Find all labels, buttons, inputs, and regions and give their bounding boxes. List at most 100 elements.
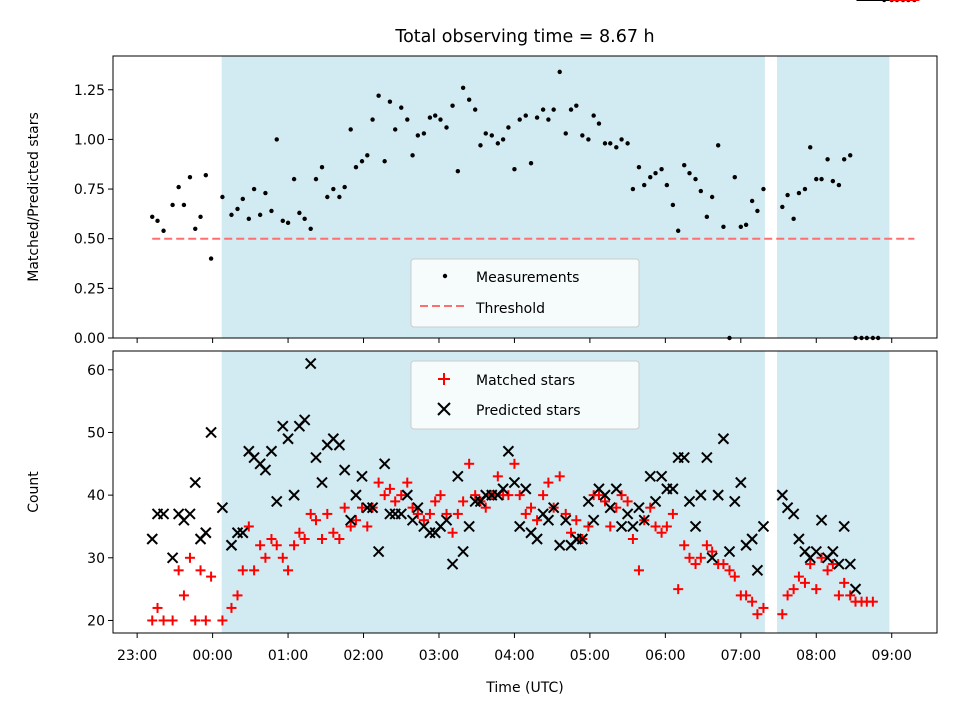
- matched-star-point: [526, 502, 537, 513]
- predicted-star-point-b: [189, 476, 201, 489]
- predicted-star-point: [531, 533, 543, 545]
- predicted-star-point-b: [366, 501, 379, 514]
- predicted-star-point-b: [338, 464, 351, 476]
- x-tick-label: 01:00: [268, 648, 308, 664]
- matched-star-point: [777, 609, 788, 620]
- matched-star-point: [605, 521, 616, 532]
- matched-star-point: [190, 615, 201, 626]
- predicted-star-point-b: [833, 558, 845, 570]
- y-tick-label: 60: [87, 363, 105, 379]
- matched-star-point: [390, 496, 401, 507]
- predicted-star-point-b: [627, 520, 639, 533]
- predicted-star-point: [298, 414, 311, 426]
- measurement-point: [715, 143, 721, 148]
- predicted-star-point: [225, 539, 238, 551]
- matched-star-point: [289, 540, 300, 551]
- predicted-star-point: [406, 514, 419, 526]
- matched-star-point: [447, 527, 458, 538]
- measurement-point: [203, 172, 209, 178]
- predicted-star-point-b: [259, 464, 272, 476]
- y-tick-label: 0.25: [74, 281, 105, 297]
- measurement-point: [220, 194, 225, 200]
- measurement-point: [704, 214, 710, 220]
- matched-star-point: [741, 590, 752, 601]
- predicted-star-point: [627, 520, 639, 533]
- predicted-star-point: [356, 470, 368, 483]
- matched-star-point: [679, 540, 690, 551]
- predicted-star-point: [452, 470, 464, 483]
- measurement-point: [664, 182, 670, 188]
- measurement-point: [170, 202, 175, 208]
- predicted-star-point: [615, 520, 628, 533]
- matched-star-point: [362, 521, 373, 532]
- matched-star-point: [147, 615, 158, 626]
- predicted-star-point: [344, 514, 357, 526]
- predicted-star-point: [838, 520, 850, 533]
- predicted-star-point-b: [412, 501, 424, 514]
- matched-star-point: [845, 590, 856, 601]
- matched-star-point: [571, 515, 582, 526]
- measurement-point: [387, 99, 393, 104]
- measurement-point: [370, 117, 375, 122]
- measurement-point: [653, 170, 658, 176]
- predicted-star-point: [735, 476, 747, 489]
- measurement-point: [460, 85, 466, 90]
- matched-star-point: [167, 615, 178, 626]
- matched-star-point: [509, 458, 520, 469]
- measurement-point: [495, 141, 501, 146]
- predicted-star-point-b: [378, 458, 391, 470]
- matched-star-point: [816, 552, 827, 563]
- predicted-star-point-b: [497, 483, 509, 495]
- predicted-star-point-b: [723, 545, 736, 558]
- predicted-star-point-b: [440, 514, 453, 526]
- measurement-point: [819, 176, 824, 182]
- predicted-star-point-b: [248, 451, 260, 464]
- matched-star-point: [707, 546, 718, 557]
- predicted-star-point: [463, 520, 475, 533]
- matched-star-point: [470, 490, 481, 501]
- matched-star-point: [458, 496, 469, 507]
- measurement-point: [176, 184, 181, 190]
- matched-star-point: [673, 584, 684, 595]
- measurement-point: [698, 188, 704, 194]
- predicted-star-point: [520, 483, 532, 495]
- measurement-point: [415, 133, 421, 138]
- measurement-point: [155, 218, 160, 224]
- predicted-star-point: [205, 426, 217, 439]
- matched-star-point: [200, 615, 211, 626]
- predicted-star-point: [338, 464, 351, 476]
- measurement-point: [319, 165, 325, 170]
- measurement-point: [438, 117, 443, 122]
- predicted-star-point-b: [781, 501, 794, 514]
- predicted-star-point-b: [254, 458, 266, 470]
- matched-star-point: [656, 527, 667, 538]
- predicted-star-point-b: [655, 470, 668, 483]
- predicted-star-point: [282, 433, 294, 445]
- matched-star-point: [839, 577, 850, 588]
- predicted-star-point: [372, 545, 385, 558]
- matched-star-point: [299, 534, 310, 544]
- measurement-point: [325, 194, 330, 200]
- predicted-star-point-b: [395, 508, 407, 520]
- predicted-star-point: [184, 508, 196, 520]
- matched-star-point: [271, 540, 282, 551]
- predicted-star-point: [457, 545, 469, 558]
- measurement-point: [302, 216, 307, 222]
- matched-star-point: [532, 515, 543, 526]
- measurement-point: [630, 186, 636, 192]
- measurement-point: [150, 214, 155, 220]
- predicted-star-point: [497, 483, 509, 495]
- measurement-point: [466, 97, 472, 102]
- predicted-star-point-b: [520, 483, 532, 495]
- predicted-star-point: [440, 514, 453, 526]
- predicted-star-point-b: [695, 489, 707, 501]
- predicted-star-point-b: [706, 552, 718, 564]
- predicted-star-point-b: [604, 501, 616, 514]
- measurement-point: [500, 137, 506, 142]
- predicted-star-point-b: [735, 476, 747, 489]
- matched-star-point: [667, 508, 678, 519]
- measurement-point: [348, 127, 353, 132]
- measurement-point: [198, 214, 203, 220]
- predicted-star-point-b: [225, 539, 238, 551]
- measurement-point: [682, 163, 687, 168]
